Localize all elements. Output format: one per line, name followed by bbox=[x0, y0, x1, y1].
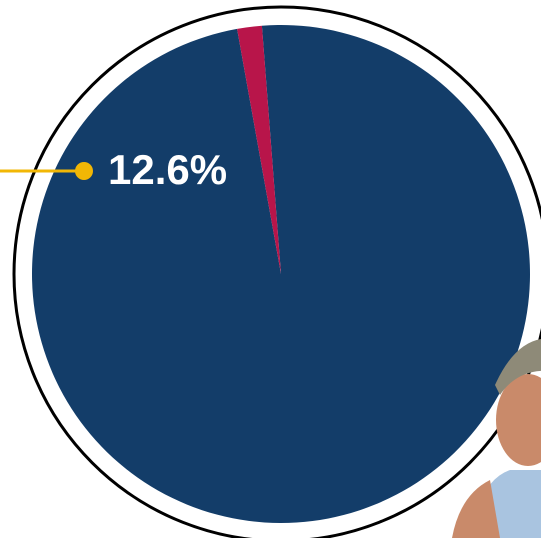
annotation-dot bbox=[75, 162, 93, 180]
annotation: 12.6% bbox=[108, 146, 227, 193]
pie bbox=[32, 25, 530, 523]
chart: 12.6% bbox=[0, 0, 541, 538]
pie-slice bbox=[32, 25, 530, 523]
